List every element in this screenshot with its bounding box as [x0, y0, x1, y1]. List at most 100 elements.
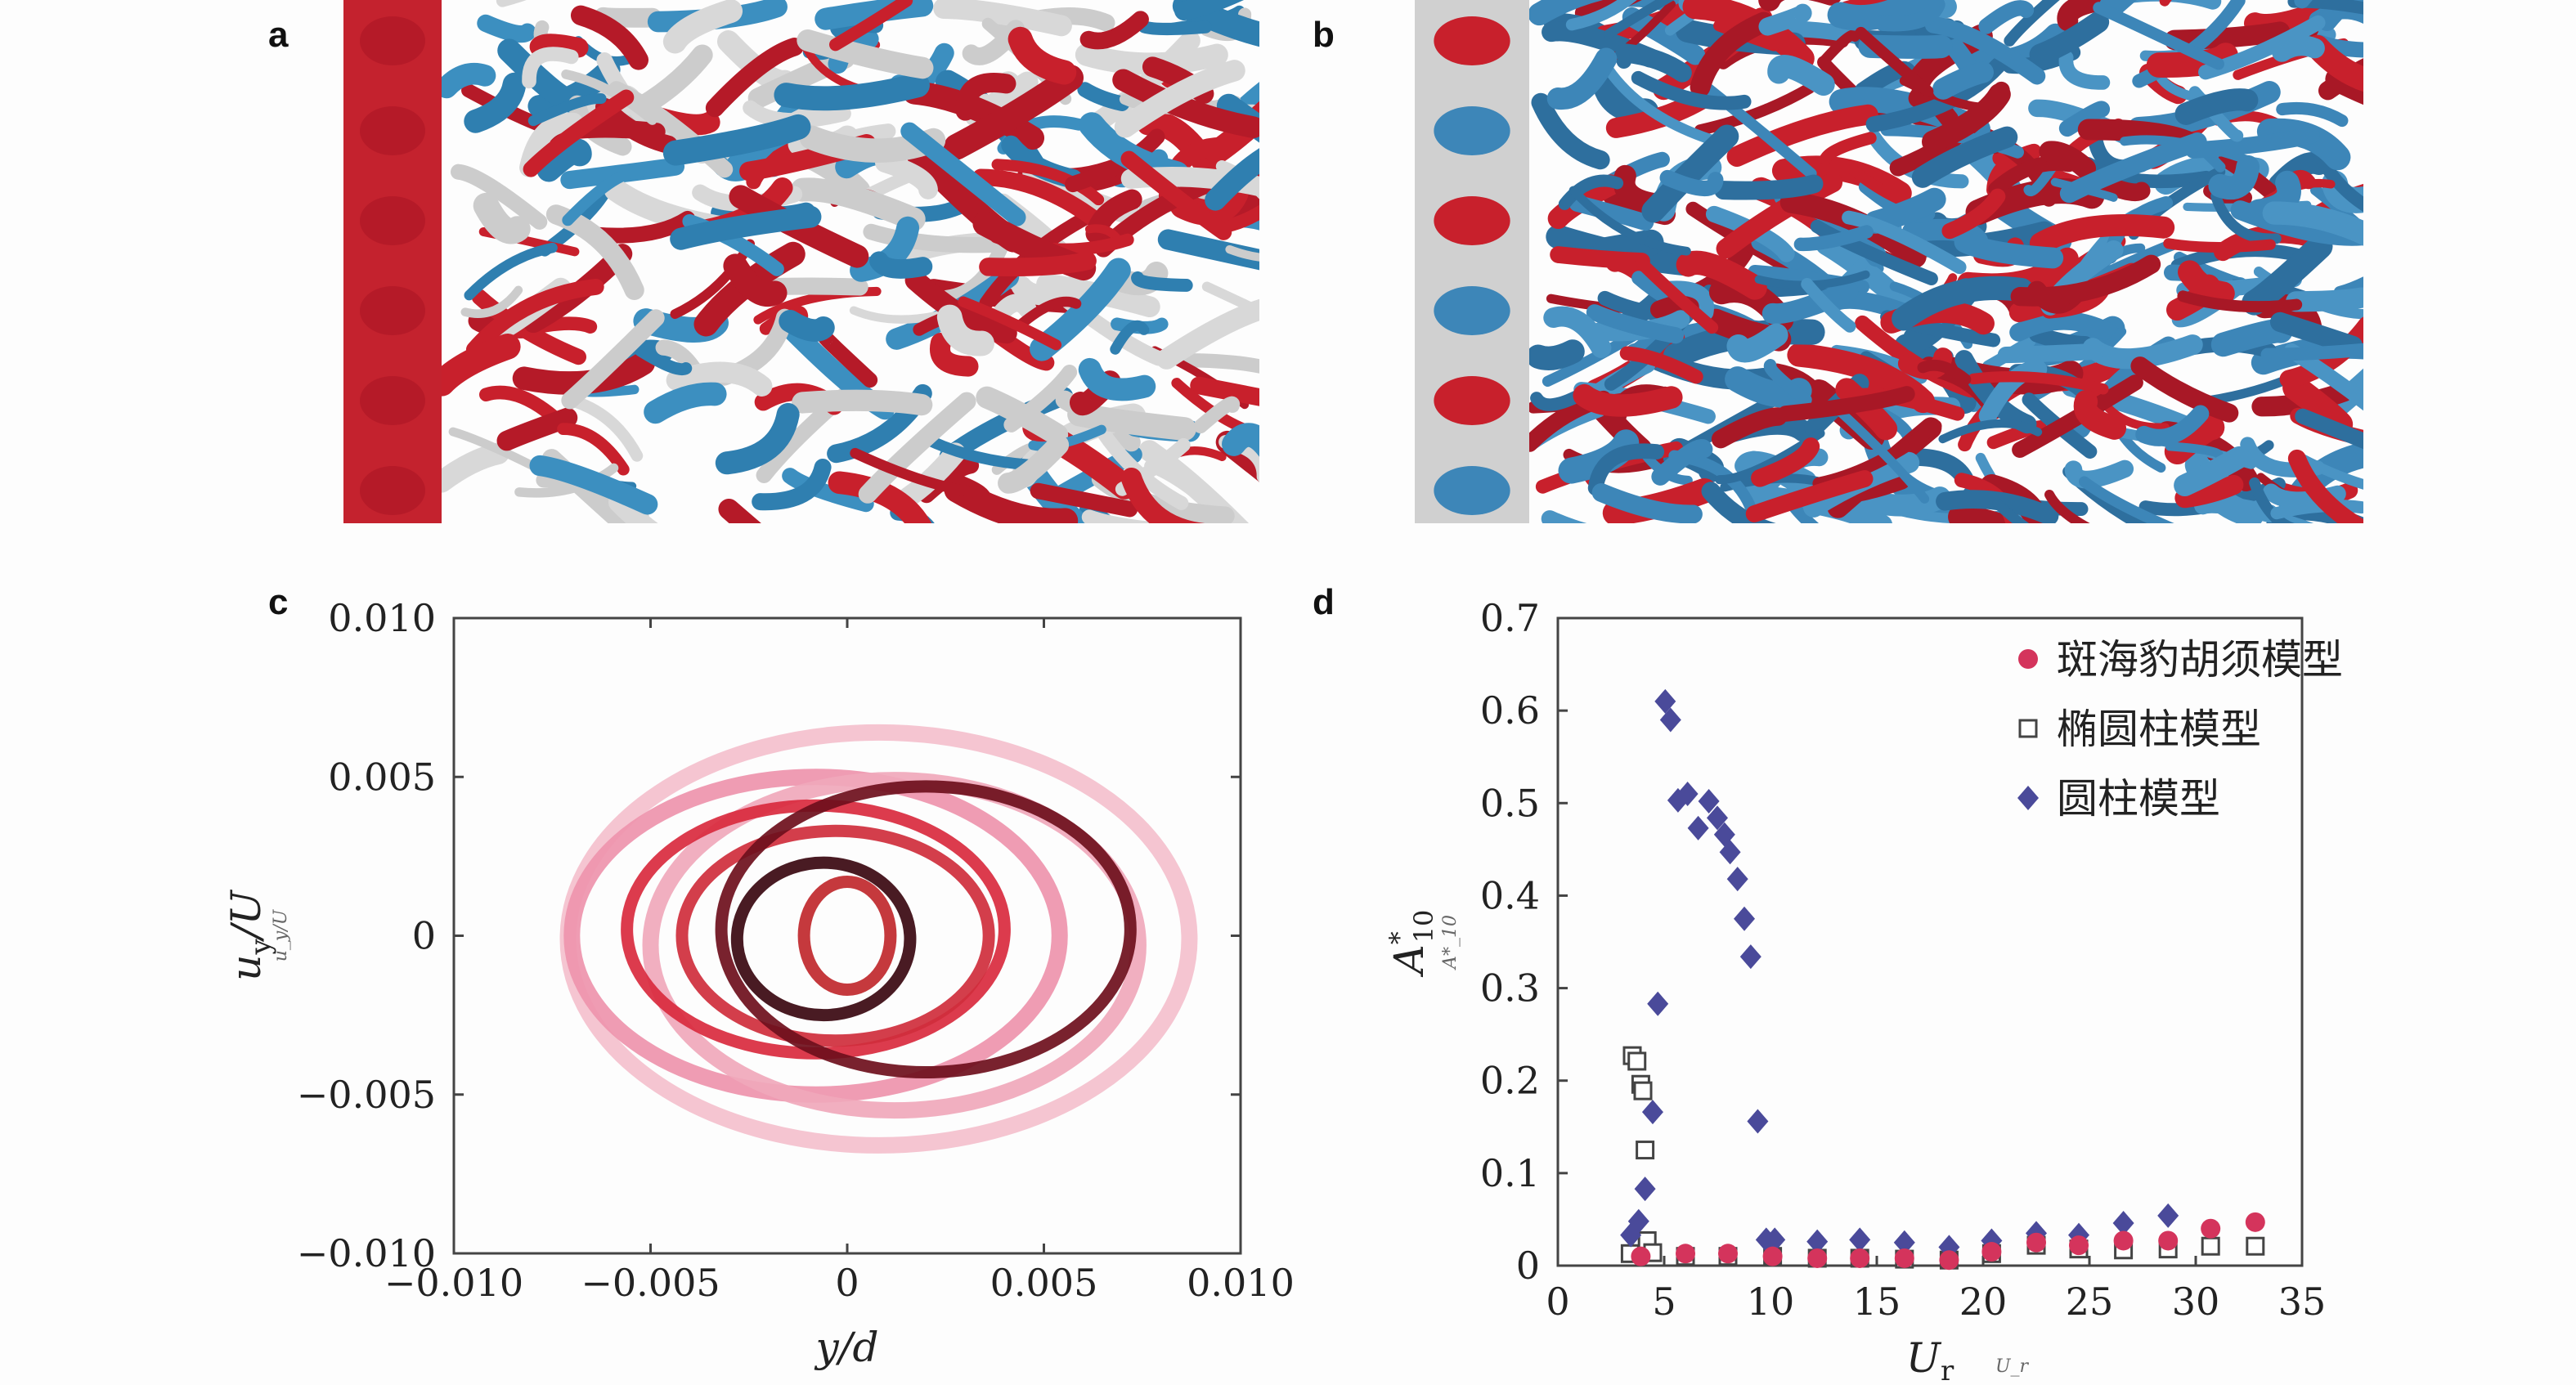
y-axis-label-plain: A*_10	[1440, 915, 1461, 970]
vortex-tube	[1855, 26, 1934, 97]
vortex-tube	[930, 333, 979, 377]
y-tick-label: 0.5	[1480, 781, 1540, 825]
vortex-tube	[1543, 306, 1612, 358]
vortex-tube	[1586, 304, 1685, 344]
vortex-tube	[828, 471, 932, 523]
vortex-tube	[1120, 150, 1232, 240]
data-point-diamond	[1634, 1177, 1656, 1202]
vortex-tube	[1190, 376, 1259, 406]
vortex-tube	[1193, 396, 1241, 434]
vortex-tube	[1651, 439, 1713, 486]
vortex-tube	[2057, 0, 2114, 32]
cylinder	[343, 0, 442, 523]
vortex-tube	[2174, 88, 2259, 125]
vortex-tube	[471, 289, 587, 365]
vortex-tube	[2262, 201, 2363, 246]
vortex-tube	[1690, 11, 1775, 98]
cylinder-vortex	[1434, 196, 1510, 245]
vortex-tube	[869, 251, 933, 279]
vortex-tube	[2242, 233, 2333, 316]
cylinder	[1415, 0, 1529, 523]
y-tick-label: 0.6	[1480, 688, 1540, 733]
vortex-tube	[1174, 352, 1259, 374]
vortex-tube	[1938, 419, 2043, 444]
y-tick-label: 0.005	[328, 755, 436, 799]
y-tick-label: −0.010	[297, 1231, 436, 1275]
data-point-circle	[2026, 1232, 2046, 1253]
vortex-tube	[1078, 357, 1156, 401]
data-point-circle	[2201, 1218, 2221, 1239]
data-point-diamond	[1687, 815, 1709, 840]
cylinder-vortex	[360, 106, 425, 155]
data-point-square-open	[1636, 1141, 1655, 1160]
vortex-tube	[1603, 64, 1724, 147]
vortex-tube	[2095, 175, 2151, 202]
vortex-tube	[723, 253, 788, 307]
vortex-tube	[1003, 364, 1078, 433]
vortex-tube	[1659, 169, 1724, 197]
vortex-tube	[1225, 244, 1259, 262]
vortex-tube	[1767, 55, 1835, 96]
data-point-diamond	[1627, 1208, 1649, 1234]
vortex-tube	[2316, 0, 2363, 31]
vortex-tube	[1079, 11, 1149, 50]
data-point-square-open	[1627, 1051, 1647, 1071]
vortex-tube	[972, 168, 1108, 232]
vortex-tube	[1992, 498, 2030, 523]
vortex-tube	[1641, 124, 1739, 223]
cylinder-vortex	[360, 466, 425, 515]
data-point-circle	[1850, 1248, 1870, 1268]
cylinder-vortex	[360, 16, 425, 65]
x-axis-label-plain: U_r	[1995, 1356, 2030, 1377]
vortex-tube	[1067, 402, 1196, 441]
vortex-tube	[1112, 69, 1259, 138]
vortex-tube	[1819, 132, 1877, 165]
vortex-tube	[1948, 504, 2031, 523]
vortex-tube	[529, 34, 589, 58]
data-point-diamond	[2157, 1203, 2179, 1228]
vortex-tube	[2174, 446, 2251, 497]
vortex-tube	[1615, 43, 1692, 83]
data-point-diamond	[1893, 1230, 1915, 1255]
legend-marker-diamond	[2017, 786, 2039, 810]
panel-label-a: a	[268, 15, 289, 55]
vortex-tube	[1835, 378, 1898, 441]
data-point-diamond	[1719, 840, 1741, 865]
data-point-circle	[2245, 1212, 2265, 1232]
vortex-tube	[1758, 3, 1812, 36]
y-axis-label: uy/U	[222, 889, 277, 980]
axis-label-part: U	[1906, 1334, 1942, 1382]
vortex-tube	[2022, 392, 2098, 459]
panel-label-c: c	[268, 582, 289, 622]
plot-frame	[1556, 616, 2304, 1267]
vortex-tube	[496, 407, 578, 451]
y-tick-label: 0.3	[1480, 966, 1540, 1011]
trajectory-loop-6	[715, 780, 1137, 1079]
data-point-circle	[1762, 1246, 1783, 1266]
vortex-tube	[2287, 449, 2363, 523]
vortex-tube	[1924, 16, 2046, 85]
vortex-tube	[797, 29, 934, 79]
vortex-tube	[1531, 92, 1610, 170]
vortex-tube	[497, 38, 581, 113]
axis-label-part: A	[1385, 944, 1433, 977]
vortex-tube	[562, 165, 647, 226]
x-tick-label: 20	[1959, 1280, 2008, 1324]
vortex-tube	[1921, 83, 2011, 154]
x-tick-label: 0	[835, 1261, 859, 1305]
vortex-tube	[1110, 320, 1150, 355]
vortex-tube	[940, 235, 1011, 304]
cylinder-vortex	[1434, 16, 1510, 65]
vortex-tube	[705, 38, 804, 118]
data-point-diamond	[1676, 781, 1699, 806]
vortex-tube	[1699, 80, 1817, 180]
data-point-diamond	[1641, 1100, 1663, 1125]
legend-label: 圆柱模型	[2057, 775, 2220, 822]
data-point-diamond	[1806, 1229, 1829, 1254]
vortex-tube	[1528, 0, 1604, 26]
vortex-tube	[1818, 29, 1860, 67]
vortex-tube	[858, 392, 976, 504]
data-point-diamond	[1734, 906, 1756, 931]
vortex-tube	[2012, 374, 2143, 458]
vortex-tube	[2050, 177, 2118, 202]
